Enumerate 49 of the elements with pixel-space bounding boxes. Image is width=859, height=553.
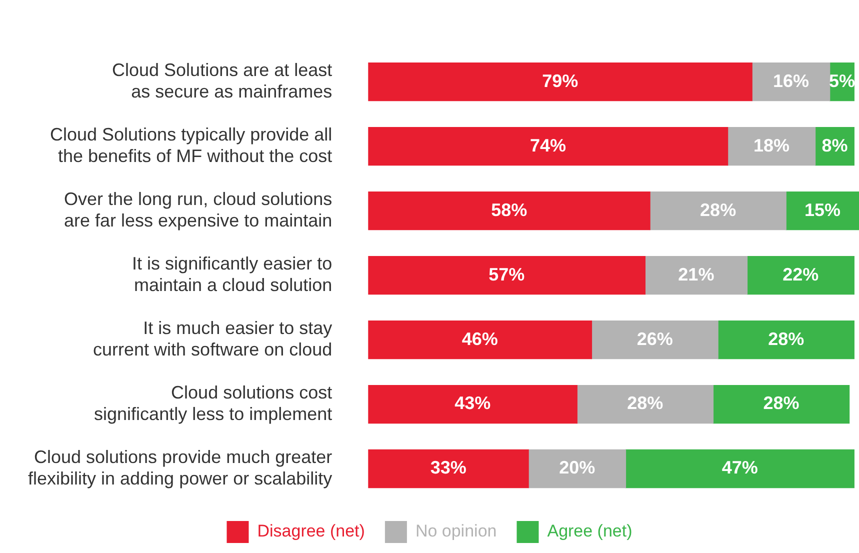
data-label: 28% [700, 200, 736, 220]
bar [576, 384, 714, 424]
data-label: 21% [678, 264, 714, 284]
bar [368, 127, 728, 166]
data-label: 74% [530, 135, 566, 156]
data-label: 15% [804, 200, 841, 220]
legend-label: Disagree (net) [257, 522, 365, 541]
bar [746, 256, 854, 295]
data-label: 28% [763, 393, 800, 414]
y-tick-label: Cloud solutions provide much greater flexibility in adding power or scalability [28, 446, 332, 489]
data-label: 22% [782, 264, 819, 284]
y-tick-label: It is much easier to stay current with software on cloud [93, 318, 332, 360]
legend-label: Agree (net) [547, 522, 632, 541]
bar [591, 320, 718, 360]
data-label: 16% [772, 70, 809, 91]
data-label: 46% [462, 328, 498, 349]
data-label: 20% [559, 458, 596, 478]
y-tick-label: Over the long run, cloud solutions are far less expensive to maintain [64, 188, 332, 231]
y-tick-label: Cloud Solutions typically provide all the benefits of MF without the cost [50, 124, 332, 166]
data-label: 33% [430, 458, 466, 478]
bar [528, 449, 626, 488]
bar [727, 127, 816, 166]
data-label: 26% [636, 328, 673, 349]
bar [718, 320, 854, 360]
legend-label: No opinion [415, 522, 497, 541]
bar [368, 256, 646, 295]
bar [368, 62, 752, 102]
data-label: 57% [488, 264, 525, 284]
bar [625, 449, 854, 488]
data-label: 79% [542, 70, 578, 91]
y-tick-label: It is significantly easier to maintain a cloud solution [132, 253, 332, 296]
data-label: 58% [491, 200, 528, 220]
bar [786, 191, 859, 230]
data-label: 43% [454, 393, 491, 414]
bar [644, 256, 748, 295]
bar [368, 384, 578, 424]
data-label: 18% [754, 135, 790, 156]
bar [368, 320, 592, 360]
data-label: 28% [768, 328, 804, 349]
data-label: 47% [722, 458, 758, 478]
bar [650, 191, 786, 230]
bar [368, 449, 529, 488]
bar [368, 191, 650, 230]
bar [752, 62, 830, 102]
y-tick-label: Cloud Solutions are at least as secure as mainframes [112, 60, 332, 102]
y-tick-label: Cloud solutions cost significantly less to implement [94, 382, 332, 424]
data-label: 28% [627, 393, 664, 414]
bar [712, 384, 850, 424]
data-label: 8% [822, 135, 848, 156]
